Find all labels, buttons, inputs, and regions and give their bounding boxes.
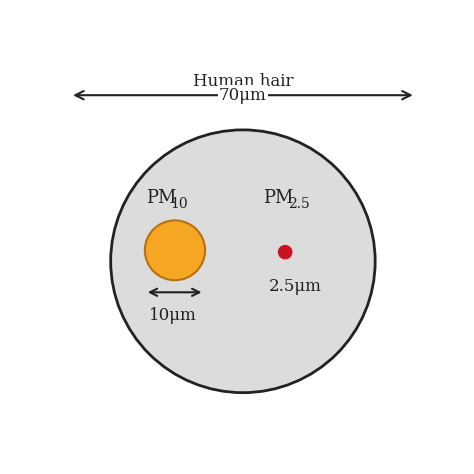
Text: PM: PM [263, 189, 293, 207]
Text: PM: PM [146, 189, 176, 207]
Text: 70μm: 70μm [219, 87, 267, 104]
Text: 2.5μm: 2.5μm [269, 278, 321, 295]
Circle shape [279, 246, 292, 259]
Text: 10μm: 10μm [149, 307, 197, 324]
Text: 70μm: 70μm [219, 87, 267, 104]
Circle shape [145, 220, 205, 280]
Text: Human hair: Human hair [192, 73, 293, 91]
Circle shape [110, 130, 375, 392]
Text: 2.5: 2.5 [288, 197, 310, 211]
Text: 10: 10 [171, 197, 188, 211]
